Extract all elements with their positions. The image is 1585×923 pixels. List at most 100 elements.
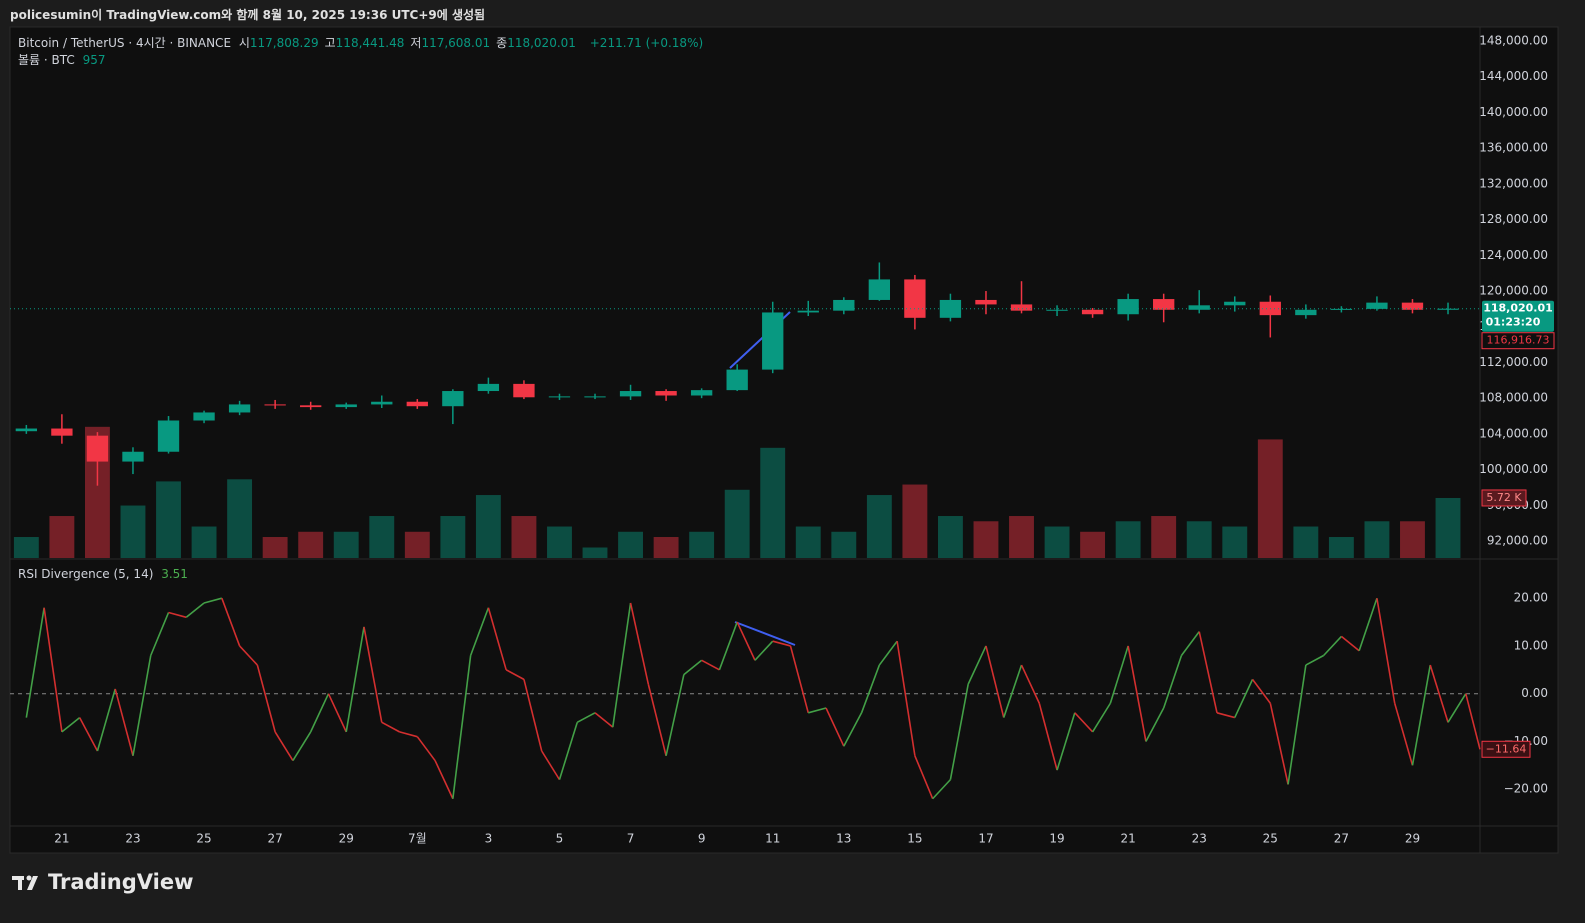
rsi-tick-label: 10.00: [1514, 638, 1548, 652]
rsi-segment: [168, 611, 187, 619]
rsi-segment: [629, 602, 650, 685]
rsi-segment: [1323, 635, 1342, 657]
volume-bar: [1222, 526, 1248, 558]
volume-bar: [1151, 516, 1177, 558]
x-tick-label: 23: [1192, 832, 1207, 846]
rsi-segment: [843, 712, 863, 747]
candle-body: [406, 401, 428, 407]
rsi-segment: [1251, 678, 1271, 704]
rsi-segment: [611, 602, 632, 728]
rsi-segment: [1074, 712, 1094, 733]
rsi-segment: [25, 607, 45, 718]
candle-body: [1153, 299, 1175, 310]
volume-bar: [1400, 521, 1425, 558]
rsi-segment: [1305, 654, 1324, 666]
volume-bar: [227, 479, 253, 558]
rsi-segment: [718, 621, 738, 671]
y-tick-label: 112,000.00: [1479, 355, 1548, 369]
rsi-segment: [772, 640, 791, 647]
x-tick-label: 25: [196, 832, 211, 846]
rsi-segment: [345, 626, 365, 733]
rsi-segment: [185, 602, 205, 618]
rsi-segment: [150, 612, 170, 656]
volume-bar: [831, 531, 857, 558]
x-tick-label: 17: [978, 832, 993, 846]
rsi-segment: [701, 659, 720, 671]
ohlc-value: 118,020.01: [507, 36, 576, 50]
volume-bar: [724, 489, 750, 558]
y-tick-label: 120,000.00: [1479, 284, 1548, 298]
candle-body: [193, 412, 215, 421]
rsi-segment: [1411, 664, 1432, 766]
rsi-segment: [1162, 655, 1183, 709]
rsi-segment: [985, 645, 1005, 718]
rsi-segment: [1038, 703, 1058, 771]
volume-bar: [369, 516, 395, 558]
volume-bar: [191, 526, 217, 558]
rsi-segment: [239, 645, 258, 666]
rsi-segment: [43, 607, 63, 733]
candle-body: [1117, 299, 1139, 315]
y-tick-label: 144,000.00: [1479, 69, 1548, 83]
rsi-segment: [61, 716, 81, 733]
volume-bar: [1080, 531, 1106, 558]
rsi-segment: [96, 688, 116, 752]
volume-bar: [902, 484, 928, 558]
rsi-segment: [221, 597, 241, 647]
footer-brand: TradingView: [48, 870, 194, 894]
volume-bar: [156, 481, 181, 558]
rsi-segment: [754, 640, 774, 661]
x-tick-label: 19: [1049, 832, 1064, 846]
volume-bar: [440, 516, 466, 558]
volume-bar: [13, 537, 39, 558]
volume-bar: [1364, 521, 1390, 558]
volume-bar: [404, 531, 430, 558]
candle-body: [1224, 301, 1246, 306]
volume-bar: [760, 447, 786, 558]
rsi-segment: [860, 664, 881, 714]
rsi-segment: [487, 607, 507, 671]
rsi-segment: [647, 683, 667, 756]
rsi-segment: [1429, 664, 1449, 723]
volume-bar: [582, 547, 608, 558]
rsi-segment: [665, 674, 685, 756]
legend-change: +211.71 (+0.18%): [589, 36, 704, 50]
rsi-segment: [1127, 645, 1147, 742]
volume-bar: [1293, 526, 1319, 558]
rsi-legend: RSI Divergence (5, 14) 3.51: [18, 567, 192, 581]
candle-body: [655, 391, 677, 396]
volume-bar: [1186, 521, 1212, 558]
y-tick-label: 136,000.00: [1479, 141, 1548, 155]
rsi-segment: [1393, 703, 1414, 766]
countdown-label: 01:23:20: [1486, 316, 1541, 329]
candle-body: [442, 391, 464, 407]
rsi-segment: [132, 655, 152, 756]
volume-bar: [1009, 516, 1034, 558]
y-tick-label: 124,000.00: [1479, 248, 1548, 262]
rsi-segment: [949, 683, 969, 780]
x-tick-label: 7: [627, 832, 635, 846]
ohlc-name: 시: [238, 36, 250, 50]
rsi-segment: [1198, 631, 1218, 713]
x-tick-label: 23: [125, 832, 140, 846]
volume-legend: 볼륨 · BTC 957: [18, 51, 110, 68]
volume-bar: [795, 526, 821, 558]
rsi-segment: [1376, 598, 1396, 704]
x-tick-label: 5: [556, 832, 564, 846]
candle-body: [122, 451, 144, 462]
rsi-segment: [541, 750, 561, 781]
legend-title: 볼륨 · BTC: [18, 53, 75, 67]
y-tick-label: 132,000.00: [1479, 176, 1548, 190]
candle-body: [300, 405, 322, 408]
x-tick-label: 13: [836, 832, 851, 846]
ohlc-name: 저: [410, 36, 422, 50]
rsi-segment: [896, 641, 916, 756]
candle-body: [335, 404, 357, 408]
candle-body: [1295, 309, 1317, 316]
y-tick-label: 100,000.00: [1479, 462, 1548, 476]
legend-title: Bitcoin / TetherUS · 4시간 · BINANCE: [18, 36, 232, 50]
volume-bar: [937, 516, 963, 558]
rsi-segment: [363, 626, 383, 723]
marker-box: [1481, 332, 1555, 350]
